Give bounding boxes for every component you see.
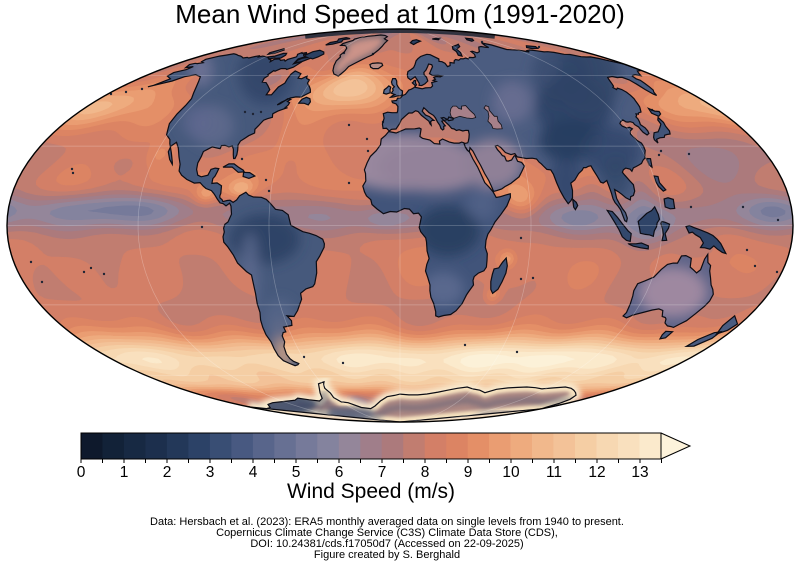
- svg-text:11: 11: [546, 464, 562, 481]
- svg-text:3: 3: [206, 464, 215, 481]
- svg-text:10: 10: [502, 464, 520, 481]
- svg-text:DOI: 10.24381/cds.f17050d7 (Ac: DOI: 10.24381/cds.f17050d7 (Accessed on …: [250, 538, 523, 550]
- svg-text:Data: Hersbach et al. (2023):: Data: Hersbach et al. (2023): ERA5 month…: [150, 516, 624, 528]
- svg-text:5: 5: [292, 464, 301, 481]
- svg-text:12: 12: [588, 464, 605, 481]
- svg-text:13: 13: [631, 464, 648, 481]
- svg-text:4: 4: [249, 464, 258, 481]
- svg-text:0: 0: [77, 464, 86, 481]
- svg-text:6: 6: [335, 464, 344, 481]
- svg-text:9: 9: [464, 464, 473, 481]
- svg-text:2: 2: [163, 464, 172, 481]
- svg-text:Mean Wind Speed at 10m (1991-2: Mean Wind Speed at 10m (1991-2020): [175, 0, 625, 29]
- svg-text:Copernicus Climate Change Serv: Copernicus Climate Change Service (C3S) …: [216, 527, 558, 539]
- svg-text:Wind Speed (m/s): Wind Speed (m/s): [287, 480, 455, 503]
- svg-text:1: 1: [120, 464, 129, 481]
- svg-text:8: 8: [421, 464, 430, 481]
- svg-text:7: 7: [378, 464, 387, 481]
- svg-text:Figure created by S. Berghald: Figure created by S. Berghald: [314, 549, 460, 561]
